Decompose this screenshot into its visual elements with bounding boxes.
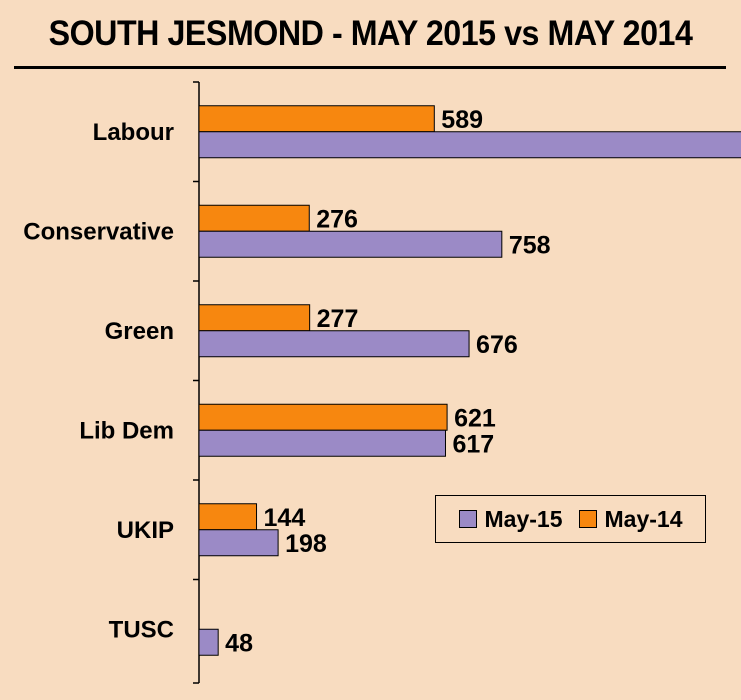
data-label-may-14-green: 277: [317, 305, 359, 333]
legend-item-may-15: May-15: [458, 505, 563, 533]
legend-swatch-may-15: [458, 510, 477, 528]
bar-may-15-ukip: [198, 529, 279, 557]
bar-may-15-conservative: [198, 230, 503, 258]
chart-title: SOUTH JESMOND - MAY 2015 vs MAY 2014: [48, 14, 693, 53]
category-label-labour: Labour: [93, 119, 174, 146]
data-label-may-14-labour: 589: [441, 106, 483, 134]
legend-item-may-14: May-14: [578, 505, 683, 533]
bar-may-14-ukip: [198, 503, 258, 531]
bar-may-14-conservative: [198, 204, 310, 232]
data-label-may-14-ukip: 144: [264, 504, 306, 532]
data-label-may-15-conservative: 758: [509, 231, 551, 259]
chart-legend: May-15 May-14: [435, 495, 706, 543]
data-label-may-15-lib-dem: 617: [452, 430, 494, 458]
category-label-tusc: TUSC: [109, 616, 174, 643]
bar-may-15-tusc: [198, 628, 219, 656]
data-label-may-15-green: 676: [476, 331, 518, 359]
title-underline: [14, 66, 726, 69]
data-label-may-15-tusc: 48: [225, 629, 253, 657]
category-label-green: Green: [105, 318, 174, 345]
bar-may-14-lib-dem: [198, 403, 448, 431]
category-label-conservative: Conservative: [23, 218, 174, 245]
bar-may-15-labour: [198, 131, 741, 159]
bar-may-15-green: [198, 330, 470, 358]
category-label-lib-dem: Lib Dem: [79, 417, 174, 444]
legend-swatch-may-14: [578, 510, 597, 528]
bar-may-15-lib-dem: [198, 429, 446, 457]
category-label-ukip: UKIP: [117, 517, 174, 544]
data-label-may-14-conservative: 276: [316, 205, 358, 233]
data-label-may-15-ukip: 198: [285, 530, 327, 558]
legend-label-may-14: May-14: [604, 505, 683, 532]
data-label-may-14-lib-dem: 621: [454, 404, 496, 432]
legend-label-may-15: May-15: [484, 505, 563, 532]
bar-may-14-labour: [198, 105, 435, 133]
bar-may-14-green: [198, 304, 311, 332]
